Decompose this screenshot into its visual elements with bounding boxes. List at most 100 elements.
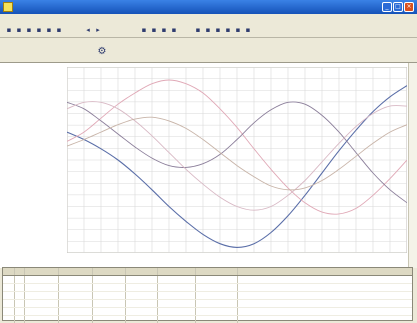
vertical-scrollbar[interactable] [408,63,417,268]
zoom-in-icon[interactable]: ▪ [141,26,147,34]
table-cell [93,300,127,307]
table-cell [15,308,25,315]
table-cell [158,284,197,291]
table-cell [59,292,93,299]
line-chart[interactable] [67,67,407,253]
table-cell [59,308,93,315]
table-cell [3,276,15,283]
print-icon[interactable]: ▪ [36,26,42,34]
table-row[interactable] [3,308,412,316]
table-cell [238,300,412,307]
column-header[interactable] [196,268,238,275]
info-icon[interactable]: ▪ [235,26,241,34]
table-cell [3,284,15,291]
table-cell [238,292,412,299]
column-header[interactable] [158,268,197,275]
table-cell [15,276,25,283]
table-cell [15,284,25,291]
series-line [67,101,407,204]
table-cell [59,300,93,307]
marker-icon[interactable]: ▪ [171,26,177,34]
grid-icon[interactable]: ▪ [195,26,201,34]
table-cell [126,300,159,307]
table-cell [126,284,159,291]
arrow-right-icon[interactable]: ▸ [96,26,100,34]
table-cell [15,300,25,307]
table-cell [238,276,412,283]
table-row[interactable] [3,316,412,323]
table-cell [25,308,59,315]
table-cell [59,284,93,291]
data-table [2,267,413,323]
column-header[interactable] [59,268,93,275]
connect-icon[interactable]: ⚙ [97,46,107,57]
table-cell [158,276,197,283]
table-cell [59,276,93,283]
series-line [67,101,407,211]
table-cell [3,300,15,307]
table-cell [196,284,238,291]
chart-icon[interactable]: ▪ [225,26,231,34]
table-cell [93,284,127,291]
table-cell [196,308,238,315]
table-row[interactable] [3,276,412,284]
table-body [3,276,412,323]
column-header[interactable] [3,268,15,275]
table-cell [238,316,412,323]
column-header[interactable] [15,268,25,275]
table-cell [59,316,93,323]
table-cell [196,292,238,299]
copy-icon[interactable]: ▪ [46,26,52,34]
table-cell [25,300,59,307]
table-row[interactable] [3,300,412,308]
table-cell [93,276,127,283]
minimize-icon[interactable]: _ [382,2,392,12]
zoom-out-icon[interactable]: ▪ [151,26,157,34]
y-axis-labels [40,63,62,263]
table-icon[interactable]: ▪ [215,26,221,34]
column-header[interactable] [25,268,59,275]
table-cell [15,316,25,323]
table-header [3,268,412,276]
table-cell [3,308,15,315]
table-cell [126,316,159,323]
menu-bar [0,14,417,23]
app-icon [3,2,13,12]
close-icon[interactable]: × [404,2,414,12]
table-cell [238,284,412,291]
table-cell [3,292,15,299]
table-cell [126,276,159,283]
table-cell [196,300,238,307]
maximize-icon[interactable]: □ [393,2,403,12]
series-line [67,79,407,215]
series-line [67,85,407,248]
table-cell [158,300,197,307]
settings-icon[interactable]: ▪ [205,26,211,34]
title-bar: _ □ × [0,0,417,14]
new-icon[interactable]: ▪ [6,26,12,34]
column-header[interactable] [126,268,159,275]
table-cell [25,284,59,291]
table-cell [158,316,197,323]
table-cell [158,308,197,315]
x-axis-labels [67,254,407,262]
table-cell [93,308,127,315]
save-icon[interactable]: ▪ [26,26,32,34]
table-row[interactable] [3,292,412,300]
help-icon[interactable]: ▪ [245,26,251,34]
info-bar: ⚙ [0,38,417,62]
column-header[interactable] [93,268,127,275]
open-icon[interactable]: ▪ [16,26,22,34]
table-cell [93,316,127,323]
cursor-icon[interactable]: ▪ [161,26,167,34]
paste-icon[interactable]: ▪ [56,26,62,34]
series-line [67,116,407,191]
arrow-left-icon[interactable]: ◂ [86,26,90,34]
table-cell [158,292,197,299]
table-cell [25,292,59,299]
chart-area [0,62,417,268]
column-header[interactable] [238,268,412,275]
table-row[interactable] [3,284,412,292]
table-cell [25,316,59,323]
